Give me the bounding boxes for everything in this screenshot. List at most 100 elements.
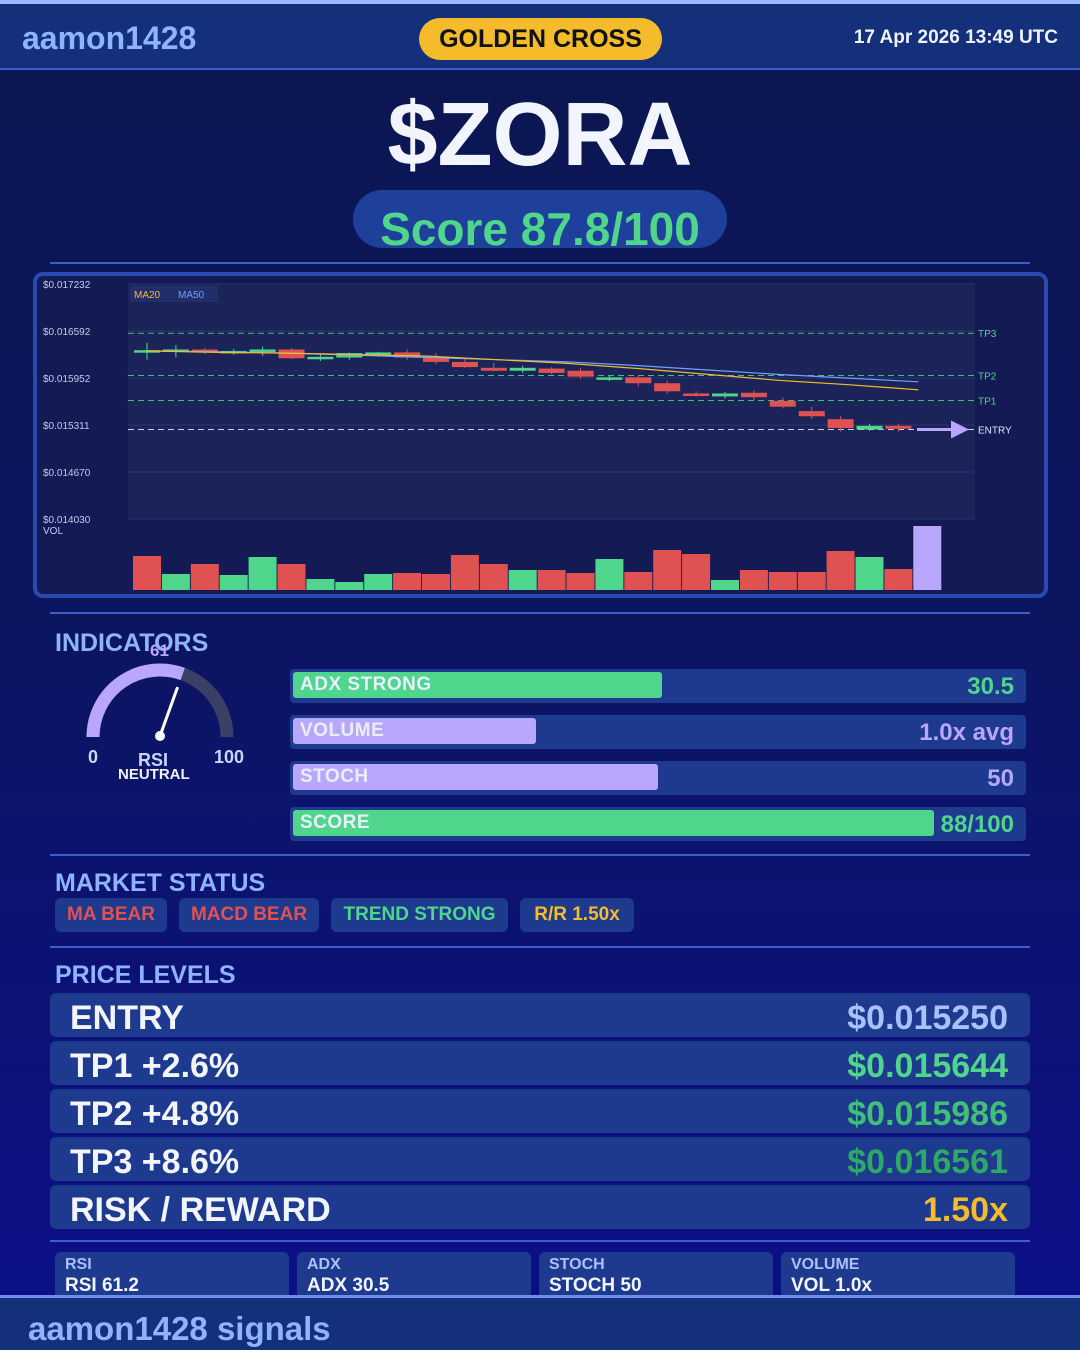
level-label: TP2 — [978, 371, 997, 382]
volume-bar — [508, 570, 537, 590]
volume-bar — [884, 569, 913, 590]
level-label: ENTRY — [978, 425, 1012, 436]
rsi-gauge-label: RSI — [138, 750, 168, 770]
volume-bar — [624, 572, 653, 590]
volume-bar — [364, 574, 393, 590]
level-label: TP3 — [978, 329, 997, 340]
level-name: TP2 +4.8% — [70, 1095, 240, 1133]
timestamp: 17 Apr 2026 13:49 UTC — [853, 27, 1058, 48]
candle-body — [827, 419, 854, 428]
status-badge-ma: MA BEAR — [55, 898, 167, 932]
summary-value: RSI 61.2 — [65, 1275, 139, 1296]
summary-tile-rsi: RSI RSI 61.2 — [55, 1252, 289, 1300]
score-pill: Score 87.8/100 — [353, 190, 727, 248]
summary-value: ADX 30.5 — [307, 1275, 390, 1296]
candle-body — [712, 393, 738, 397]
volume-bar-fill — [293, 718, 537, 744]
volume-bar — [653, 550, 682, 590]
score-bar-label: SCORE — [300, 812, 371, 833]
candle-body — [567, 370, 594, 377]
candle-body — [798, 411, 825, 417]
level-row-tp1: TP1 +2.6% $0.015644 — [50, 1041, 1030, 1085]
rsi-gauge-state: NEUTRAL — [118, 766, 190, 783]
rsi-gauge-value: 61 — [150, 641, 169, 660]
volume-bar — [711, 580, 739, 590]
volume-bar — [566, 573, 595, 590]
summary-label: VOLUME — [791, 1256, 860, 1273]
level-value: $0.015250 — [847, 999, 1008, 1037]
volume-bar — [595, 559, 624, 590]
adx-bar-value: 30.5 — [967, 673, 1014, 700]
y-tick-label: $0.015952 — [43, 374, 91, 385]
price-chart: $0.017232 $0.016592 $0.015952 $0.015311 $0.0… — [33, 272, 1048, 598]
candle-body — [249, 349, 276, 352]
summary-value: VOL 1.0x — [791, 1275, 872, 1296]
divider — [50, 854, 1030, 856]
chart-canvas: $0.017232 $0.016592 $0.015952 $0.015311 $0.0… — [43, 280, 1012, 590]
candle-body — [885, 425, 912, 429]
ma20-line — [146, 350, 919, 391]
rsi-gauge-needle — [158, 686, 180, 737]
volume-bar — [306, 579, 335, 590]
level-label: TP1 — [978, 397, 997, 408]
score-bar: SCORE 88/100 — [290, 807, 1026, 841]
brand-name: aamon1428 — [22, 20, 197, 56]
rsi-gauge-graphic: 61 0 100 RSI NEUTRAL — [86, 641, 244, 783]
level-row-entry: ENTRY $0.015250 — [50, 993, 1030, 1037]
summary-label: RSI — [65, 1256, 92, 1273]
candle-body — [278, 349, 305, 359]
signal-badge: GOLDEN CROSS — [419, 18, 662, 60]
footer-text: aamon1428 signals — [28, 1310, 331, 1347]
market-status-title: MARKET STATUS — [55, 869, 266, 897]
y-tick-label: $0.017232 — [43, 280, 91, 291]
indicators-title: INDICATORS — [55, 629, 209, 657]
volume-bar — [133, 556, 161, 590]
adx-bar: ADX STRONG 30.5 — [290, 669, 1026, 703]
candle-body — [191, 349, 218, 352]
score-bar-value: 88/100 — [940, 811, 1014, 838]
stoch-bar-value: 50 — [987, 765, 1014, 792]
plot-area — [128, 284, 975, 519]
level-value: $0.015986 — [847, 1095, 1008, 1133]
entry-arrow-head — [951, 420, 969, 439]
level-row-risk-reward: RISK / REWARD 1.50x — [50, 1185, 1030, 1229]
summary-tile-stoch: STOCH STOCH 50 — [539, 1252, 773, 1300]
score-text: Score 87.8/100 — [380, 203, 700, 248]
volume-bar — [161, 574, 190, 590]
volume-label: VOL — [43, 526, 63, 537]
adx-bar-fill — [293, 672, 662, 698]
volume-bar — [248, 557, 277, 590]
rsi-gauge-fill — [86, 663, 185, 738]
volume-bar — [277, 564, 306, 590]
status-badge-macd: MACD BEAR — [179, 898, 319, 932]
candle-body — [365, 352, 392, 355]
level-value: $0.015644 — [847, 1047, 1008, 1085]
summary-label: ADX — [307, 1256, 341, 1273]
volume-bar — [479, 564, 508, 590]
volume-bar — [826, 551, 855, 590]
level-name: RISK / REWARD — [70, 1191, 331, 1229]
status-badge-trend: TREND STRONG — [331, 898, 508, 932]
footer-bar: aamon1428 signals — [0, 1295, 1080, 1350]
candle-body — [625, 377, 652, 384]
y-tick-label: $0.014670 — [43, 468, 91, 479]
volume-bar — [739, 570, 768, 590]
candle-body — [451, 361, 478, 368]
candle-body — [480, 367, 507, 371]
volume-bar — [335, 582, 364, 590]
volume-bar — [190, 564, 219, 590]
level-row-tp2: TP2 +4.8% $0.015986 — [50, 1089, 1030, 1133]
volume-bar — [450, 555, 479, 590]
summary-tile-volume: VOLUME VOL 1.0x — [781, 1252, 1015, 1300]
candle-body — [683, 393, 710, 397]
level-row-tp3: TP3 +8.6% $0.016561 — [50, 1137, 1030, 1181]
stoch-bar-label: STOCH — [300, 766, 369, 787]
divider — [50, 946, 1030, 948]
level-name: TP1 +2.6% — [70, 1047, 240, 1085]
volume-bar — [393, 573, 422, 590]
rsi-gauge-pivot — [155, 731, 165, 741]
summary-label: STOCH — [549, 1256, 605, 1273]
status-badge-rr: R/R 1.50x — [520, 898, 634, 932]
level-value: 1.50x — [922, 1191, 1008, 1229]
level-value: $0.016561 — [847, 1143, 1008, 1181]
